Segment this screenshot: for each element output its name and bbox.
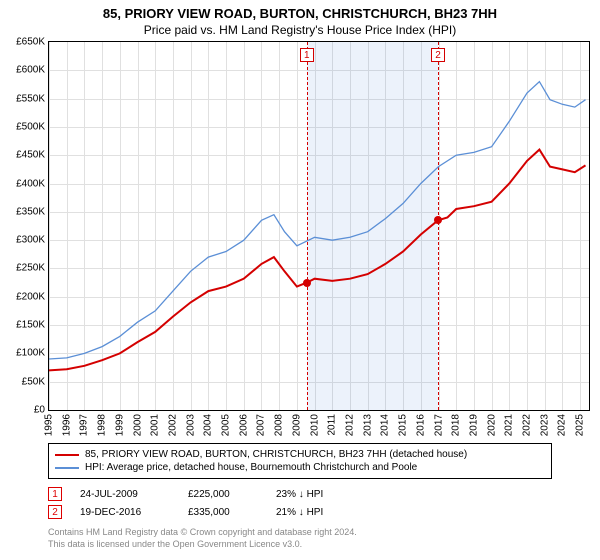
sale-diff: 23% ↓ HPI	[276, 489, 366, 500]
y-axis-label: £450K	[16, 150, 45, 161]
y-axis-label: £100K	[16, 348, 45, 359]
y-axis-label: £600K	[16, 65, 45, 76]
sale-price: £225,000	[188, 489, 258, 500]
sale-point	[434, 216, 442, 224]
x-axis-label: 2003	[185, 414, 196, 436]
x-axis-label: 2000	[132, 414, 143, 436]
sale-marker: 2	[48, 505, 62, 519]
x-axis-label: 2007	[256, 414, 267, 436]
sale-row: 2 19-DEC-2016 £335,000 21% ↓ HPI	[48, 503, 552, 521]
y-axis-label: £300K	[16, 235, 45, 246]
legend-swatch	[55, 454, 79, 456]
attribution-line: Contains HM Land Registry data © Crown c…	[48, 527, 552, 539]
y-axis-label: £350K	[16, 206, 45, 217]
sale-point	[303, 279, 311, 287]
x-axis-label: 1996	[61, 414, 72, 436]
x-axis-label: 2002	[167, 414, 178, 436]
x-axis-label: 2006	[238, 414, 249, 436]
x-axis-label: 2017	[433, 414, 444, 436]
sale-marker: 1	[48, 487, 62, 501]
legend-label: HPI: Average price, detached house, Bour…	[85, 462, 417, 473]
x-axis-label: 2015	[398, 414, 409, 436]
x-axis-label: 2013	[362, 414, 373, 436]
x-axis-label: 1997	[79, 414, 90, 436]
y-axis-label: £500K	[16, 121, 45, 132]
attribution-line: This data is licensed under the Open Gov…	[48, 539, 552, 551]
y-axis-label: £650K	[16, 37, 45, 48]
sale-date: 19-DEC-2016	[80, 507, 170, 518]
x-axis-label: 2009	[291, 414, 302, 436]
series-property	[49, 150, 586, 371]
x-axis-label: 2005	[221, 414, 232, 436]
legend: 85, PRIORY VIEW ROAD, BURTON, CHRISTCHUR…	[48, 443, 552, 479]
sale-price: £335,000	[188, 507, 258, 518]
sales-table: 1 24-JUL-2009 £225,000 23% ↓ HPI 2 19-DEC-201…	[48, 485, 552, 521]
y-axis-label: £200K	[16, 291, 45, 302]
x-axis-label: 2011	[327, 414, 338, 436]
x-axis-label: 2020	[486, 414, 497, 436]
y-axis-label: £250K	[16, 263, 45, 274]
x-axis-label: 2004	[203, 414, 214, 436]
x-axis-label: 2010	[309, 414, 320, 436]
chart-lines	[49, 42, 589, 410]
legend-row: 85, PRIORY VIEW ROAD, BURTON, CHRISTCHUR…	[55, 448, 545, 461]
y-axis-label: £150K	[16, 320, 45, 331]
x-axis-label: 1998	[97, 414, 108, 436]
x-axis-label: 2018	[451, 414, 462, 436]
x-axis-label: 2014	[380, 414, 391, 436]
y-axis-label: £400K	[16, 178, 45, 189]
x-axis-label: 2022	[522, 414, 533, 436]
series-hpi	[49, 82, 586, 359]
chart-plot-area: £0£50K£100K£150K£200K£250K£300K£350K£400…	[48, 41, 590, 411]
sale-date: 24-JUL-2009	[80, 489, 170, 500]
x-axis-label: 2023	[539, 414, 550, 436]
legend-row: HPI: Average price, detached house, Bour…	[55, 461, 545, 474]
x-axis-label: 2021	[504, 414, 515, 436]
x-axis-label: 1995	[44, 414, 55, 436]
y-axis-label: £550K	[16, 93, 45, 104]
x-axis-label: 2012	[344, 414, 355, 436]
x-axis-label: 2024	[557, 414, 568, 436]
attribution: Contains HM Land Registry data © Crown c…	[48, 527, 552, 550]
legend-label: 85, PRIORY VIEW ROAD, BURTON, CHRISTCHUR…	[85, 449, 467, 460]
x-axis-label: 2025	[575, 414, 586, 436]
x-axis-label: 2016	[415, 414, 426, 436]
legend-swatch	[55, 467, 79, 469]
x-axis-label: 2019	[468, 414, 479, 436]
chart-title: 85, PRIORY VIEW ROAD, BURTON, CHRISTCHUR…	[0, 0, 600, 21]
chart-subtitle: Price paid vs. HM Land Registry's House …	[0, 21, 600, 41]
x-axis-label: 2008	[274, 414, 285, 436]
x-axis-label: 1999	[114, 414, 125, 436]
y-axis-label: £50K	[22, 376, 45, 387]
sale-row: 1 24-JUL-2009 £225,000 23% ↓ HPI	[48, 485, 552, 503]
sale-diff: 21% ↓ HPI	[276, 507, 366, 518]
x-axis-label: 2001	[150, 414, 161, 436]
